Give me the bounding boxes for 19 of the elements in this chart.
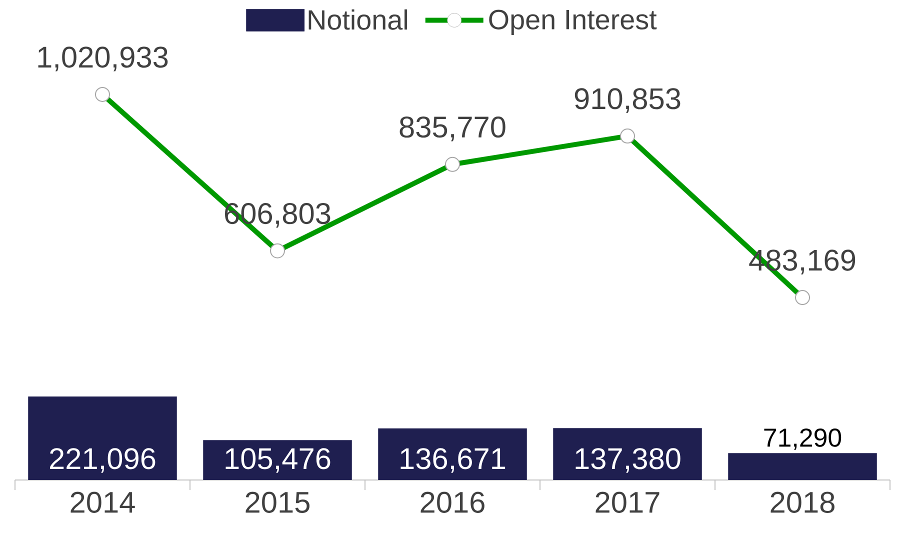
data-label: 221,096 bbox=[50, 448, 156, 473]
bar bbox=[378, 428, 527, 480]
x-tick-label: 2014 bbox=[70, 492, 135, 513]
data-label: 835,770 bbox=[400, 116, 506, 142]
bar bbox=[728, 453, 877, 480]
data-label: 105,476 bbox=[226, 448, 330, 473]
data-label: 136,671 bbox=[400, 448, 506, 473]
data-label: 1,020,933 bbox=[38, 46, 168, 72]
x-tick-label: 2018 bbox=[770, 492, 834, 513]
legend-label: Open Interest bbox=[489, 10, 657, 35]
data-label: 910,853 bbox=[574, 88, 680, 113]
bar bbox=[28, 396, 177, 480]
legend-label: Notional bbox=[308, 9, 407, 30]
x-tick-label: 2016 bbox=[420, 492, 484, 513]
x-tick-label: 2017 bbox=[596, 492, 660, 513]
data-label: 137,380 bbox=[576, 448, 680, 473]
data-label: 71,290 bbox=[764, 428, 842, 450]
bar bbox=[553, 428, 702, 480]
x-tick-label: 2015 bbox=[246, 492, 310, 513]
